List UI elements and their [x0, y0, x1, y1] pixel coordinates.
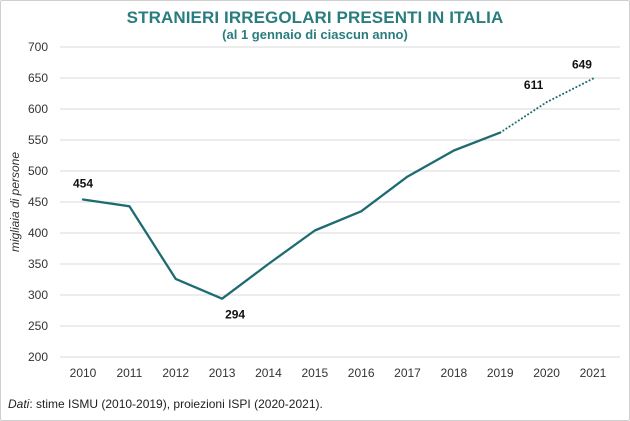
x-tick-label: 2010 [70, 366, 97, 380]
y-tick-label: 350 [28, 257, 48, 271]
y-tick-label: 500 [28, 164, 48, 178]
data-label: 454 [73, 177, 93, 191]
x-tick-label: 2011 [116, 366, 142, 380]
y-tick-label: 200 [28, 350, 48, 364]
y-tick-label: 400 [28, 226, 48, 240]
x-tick-label: 2012 [162, 366, 189, 380]
x-tick-label: 2018 [441, 366, 468, 380]
y-tick-label: 650 [28, 71, 48, 85]
y-axis-label: migliaia di persone [8, 152, 22, 252]
source-text: : stime ISMU (2010-2019), proiezioni ISP… [29, 397, 323, 411]
x-tick-label: 2021 [580, 366, 607, 380]
chart-subtitle: (al 1 gennaio di ciascun anno) [222, 27, 408, 42]
x-tick-label: 2020 [533, 366, 560, 380]
chart-title: STRANIERI IRREGOLARI PRESENTI IN ITALIA [126, 8, 504, 27]
projection-series-line [499, 77, 594, 134]
estimate-series-line [81, 131, 502, 300]
y-tick-label: 600 [28, 102, 48, 116]
data-label: 294 [225, 308, 245, 322]
data-label: 649 [572, 58, 592, 72]
y-tick-label: 550 [28, 133, 48, 147]
y-tick-label: 450 [28, 195, 48, 209]
x-tick-label: 2014 [255, 366, 282, 380]
data-label: 611 [524, 78, 544, 92]
x-tick-label: 2015 [301, 366, 328, 380]
x-tick-label: 2013 [209, 366, 236, 380]
x-tick-label: 2016 [348, 366, 375, 380]
y-tick-label: 250 [28, 319, 48, 333]
x-tick-label: 2017 [394, 366, 421, 380]
x-tick-label: 2019 [487, 366, 514, 380]
y-tick-label: 300 [28, 288, 48, 302]
source-note: Dati: stime ISMU (2010-2019), proiezioni… [8, 397, 323, 411]
source-label: Dati [8, 397, 30, 411]
y-tick-label: 700 [28, 40, 48, 54]
